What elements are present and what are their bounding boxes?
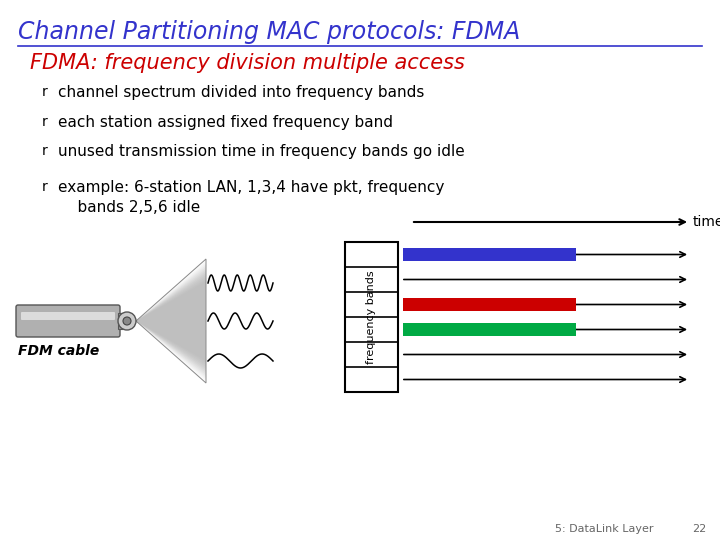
Text: each station assigned fixed frequency band: each station assigned fixed frequency ba… bbox=[58, 115, 393, 130]
Polygon shape bbox=[136, 277, 206, 365]
Text: r: r bbox=[42, 144, 48, 158]
Text: r: r bbox=[42, 115, 48, 129]
Polygon shape bbox=[136, 269, 206, 373]
Text: 5: DataLink Layer: 5: DataLink Layer bbox=[555, 524, 654, 534]
Polygon shape bbox=[136, 263, 206, 379]
FancyBboxPatch shape bbox=[16, 305, 120, 337]
Text: unused transmission time in frequency bands go idle: unused transmission time in frequency ba… bbox=[58, 144, 464, 159]
Text: frequency bands: frequency bands bbox=[366, 270, 377, 364]
Bar bbox=[403, 322, 576, 336]
Polygon shape bbox=[136, 281, 206, 361]
Text: channel spectrum divided into frequency bands: channel spectrum divided into frequency … bbox=[58, 85, 424, 100]
Bar bbox=[345, 242, 398, 392]
Polygon shape bbox=[136, 265, 206, 377]
Text: FDM cable: FDM cable bbox=[18, 344, 99, 358]
Polygon shape bbox=[136, 275, 206, 367]
Polygon shape bbox=[136, 267, 206, 375]
Bar bbox=[118, 313, 124, 329]
Text: Channel Partitioning MAC protocols: FDMA: Channel Partitioning MAC protocols: FDMA bbox=[18, 20, 521, 44]
Bar bbox=[403, 298, 576, 312]
Polygon shape bbox=[136, 271, 206, 371]
Polygon shape bbox=[136, 279, 206, 363]
Polygon shape bbox=[136, 273, 206, 369]
Text: r: r bbox=[42, 180, 48, 194]
Text: 22: 22 bbox=[692, 524, 706, 534]
Polygon shape bbox=[136, 261, 206, 381]
FancyBboxPatch shape bbox=[21, 312, 115, 320]
Text: time: time bbox=[693, 215, 720, 229]
Text: FDMA: frequency division multiple access: FDMA: frequency division multiple access bbox=[30, 53, 465, 73]
Text: r: r bbox=[42, 85, 48, 99]
Circle shape bbox=[123, 317, 131, 325]
Circle shape bbox=[118, 312, 136, 330]
Bar bbox=[403, 248, 576, 261]
Text: example: 6-station LAN, 1,3,4 have pkt, frequency
    bands 2,5,6 idle: example: 6-station LAN, 1,3,4 have pkt, … bbox=[58, 180, 444, 215]
